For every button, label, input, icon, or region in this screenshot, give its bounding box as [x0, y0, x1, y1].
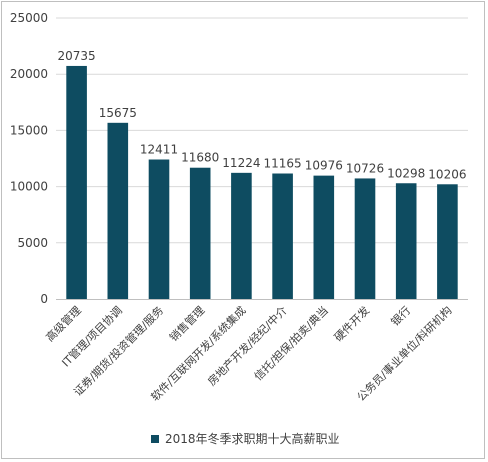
bar — [354, 178, 376, 299]
y-tick-label: 5000 — [17, 236, 48, 250]
legend: 2018年冬季求职期十大高薪职业 — [151, 430, 340, 447]
y-tick-label: 10000 — [10, 180, 48, 194]
bar-chart: 0 5000 10000 15000 20000 25000 20735 15675 1241… — [10, 11, 468, 404]
data-label: 10206 — [428, 167, 466, 181]
bar — [313, 175, 335, 299]
y-tick-label: 15000 — [10, 123, 48, 137]
data-label: 10976 — [305, 159, 343, 173]
bar — [272, 173, 293, 299]
bar — [231, 172, 252, 299]
data-label: 12411 — [140, 143, 178, 157]
x-tick-label: 信托/担保/拍卖/典当 — [251, 303, 331, 383]
x-tick-label: 销售管理 — [166, 303, 207, 344]
bar — [395, 183, 417, 299]
legend-label: 2018年冬季求职期十大高薪职业 — [165, 432, 340, 446]
y-tick-label: 20000 — [10, 67, 48, 81]
data-label: 11680 — [181, 151, 219, 165]
bar — [107, 122, 129, 299]
x-tick-label: 房地产开发/经纪/中介 — [205, 303, 290, 388]
bar — [437, 184, 458, 299]
bar — [189, 167, 211, 299]
x-tick-label: 高级管理 — [43, 303, 84, 344]
data-label: 10298 — [387, 166, 425, 180]
data-label: 11165 — [264, 157, 302, 171]
data-label: 15675 — [99, 106, 137, 120]
data-label: 10726 — [346, 161, 384, 175]
x-tick-label: 银行 — [388, 303, 413, 328]
data-label: 11224 — [222, 156, 260, 170]
data-label: 20735 — [58, 49, 96, 63]
y-tick-label: 25000 — [10, 11, 48, 25]
x-tick-label: 硬件开发 — [331, 303, 372, 344]
bar — [66, 65, 87, 299]
bars — [66, 65, 458, 299]
y-axis-tick-labels: 0 5000 10000 15000 20000 25000 — [10, 11, 48, 306]
legend-swatch — [151, 434, 159, 443]
bar — [148, 159, 170, 299]
y-tick-label: 0 — [40, 292, 48, 306]
